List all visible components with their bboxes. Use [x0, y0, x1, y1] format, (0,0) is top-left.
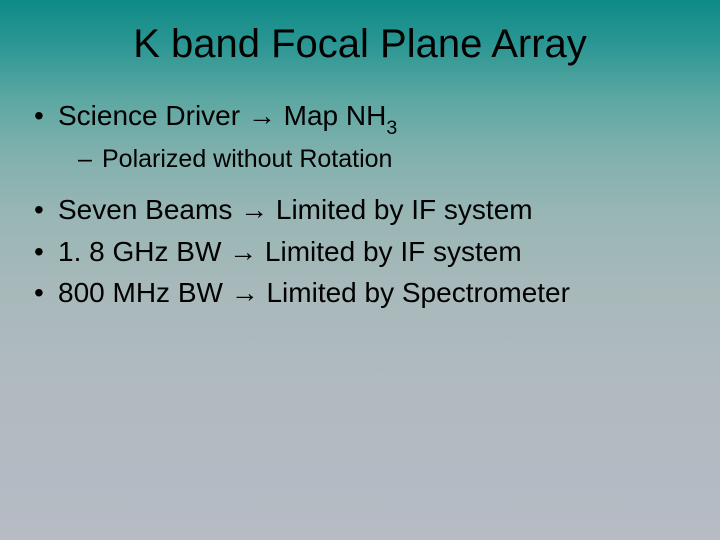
slide-content: Science Driver → Map NH3 Polarized witho… — [0, 97, 720, 312]
bullet-item: 800 MHz BW → Limited by Spectrometer — [34, 274, 686, 312]
slide-title: K band Focal Plane Array — [0, 0, 720, 97]
bullet-text: 800 MHz BW → Limited by Spectrometer — [58, 277, 570, 308]
bullet-item: 1. 8 GHz BW → Limited by IF system — [34, 233, 686, 271]
bullet-item: Science Driver → Map NH3 — [34, 97, 686, 139]
bullet-item: Seven Beams → Limited by IF system — [34, 191, 686, 229]
bullet-text: Seven Beams → Limited by IF system — [58, 194, 533, 225]
bullet-text: Polarized without Rotation — [102, 145, 392, 173]
bullet-subscript: 3 — [386, 117, 397, 139]
bullet-text: 1. 8 GHz BW → Limited by IF system — [58, 236, 522, 267]
bullet-text-prefix: Science Driver → Map NH — [58, 100, 386, 131]
bullet-sub-item: Polarized without Rotation — [34, 143, 686, 177]
slide: K band Focal Plane Array Science Driver … — [0, 0, 720, 540]
